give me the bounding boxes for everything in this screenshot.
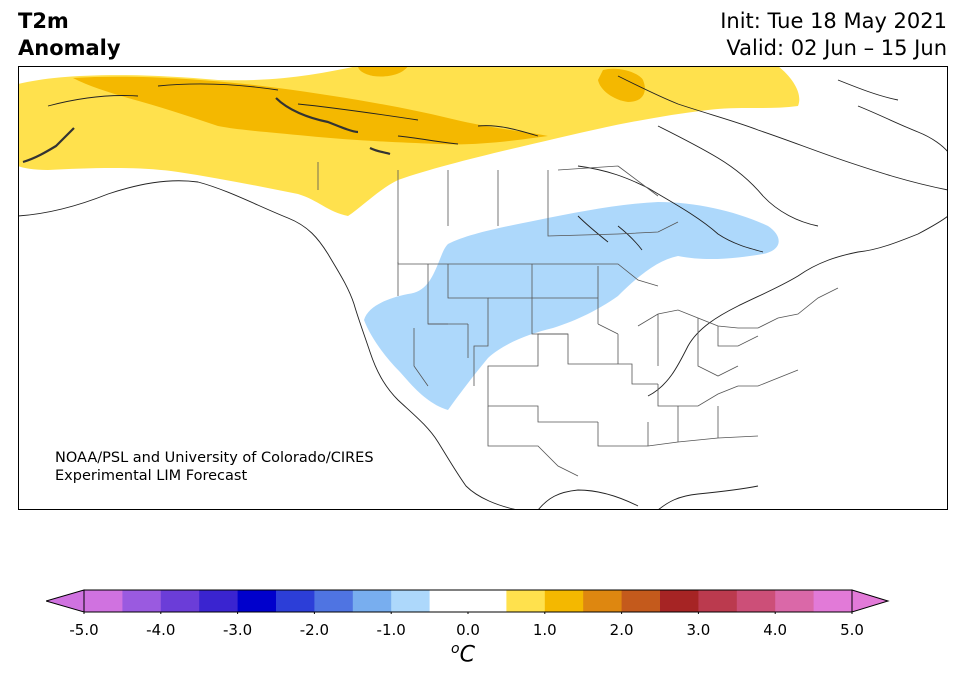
credit-line-2: Experimental LIM Forecast — [55, 468, 248, 484]
colorbar-tick-label: -2.0 — [299, 621, 330, 639]
credit-line-1: NOAA/PSL and University of Colorado/CIRE… — [55, 450, 374, 466]
colorbar-segment — [84, 590, 123, 612]
colorbar-segment — [506, 590, 546, 612]
colorbar-segment — [122, 590, 162, 612]
colorbar-over-arrow — [851, 589, 890, 613]
credit-text: NOAA/PSL and University of Colorado/CIRE… — [55, 449, 374, 485]
colorbar-segment — [429, 590, 469, 612]
colorbar-tick-label: 3.0 — [686, 621, 711, 639]
great-lakes-north — [22, 97, 391, 164]
colorbar — [46, 589, 890, 614]
colorbar-segment — [544, 590, 584, 612]
colorbar-segment — [391, 590, 431, 612]
title-line-2: Anomaly — [18, 36, 121, 60]
init-date: Init: Tue 18 May 2021 — [720, 9, 947, 33]
colorbar-tick-label: 4.0 — [763, 621, 788, 639]
colorbar-segment — [621, 590, 661, 612]
colorbar-segment — [813, 590, 853, 612]
political-borders — [317, 162, 839, 477]
warm-region-dark — [73, 76, 548, 145]
colorbar-tick-label: 0.0 — [456, 621, 480, 639]
colorbar-segment — [736, 590, 776, 612]
colorbar-tick-label: -4.0 — [146, 621, 176, 639]
colorbar-segment — [698, 590, 738, 612]
colorbar-tick-label: 2.0 — [609, 621, 634, 639]
colorbar-segment — [352, 590, 392, 612]
valid-range: Valid: 02 Jun – 15 Jun — [726, 36, 947, 60]
colorbar-segment — [314, 590, 354, 612]
anomaly-map — [18, 66, 948, 510]
coastlines — [18, 75, 948, 510]
unit-letter: C — [459, 642, 475, 668]
warm-region-dark-nw — [598, 68, 645, 102]
colorbar-unit: oC — [451, 641, 475, 667]
colorbar-segment — [237, 590, 277, 612]
colorbar-segment — [583, 590, 623, 612]
unit-degree: o — [451, 641, 460, 657]
colorbar-segment — [160, 590, 200, 612]
map-frame — [18, 66, 948, 510]
colorbar-segment — [468, 590, 507, 612]
colorbar-segment — [199, 590, 239, 612]
colorbar-tick-label: 5.0 — [840, 621, 864, 639]
colorbar-tick-label: -5.0 — [69, 621, 99, 639]
colorbar-segment — [276, 590, 315, 612]
title-line-1: T2m — [18, 9, 69, 33]
colorbar-under-arrow — [46, 589, 85, 613]
warm-region-dark-ne — [358, 66, 408, 77]
colorbar-segment — [775, 590, 815, 612]
colorbar-tick-label: -1.0 — [376, 621, 406, 639]
colorbar-tick-label: 1.0 — [532, 621, 557, 639]
map-title: T2m Anomaly — [18, 8, 121, 62]
colorbar-tick-label: -3.0 — [222, 621, 253, 639]
colorbar-segment — [660, 590, 699, 612]
forecast-dates: Init: Tue 18 May 2021 Valid: 02 Jun – 15… — [720, 8, 947, 62]
